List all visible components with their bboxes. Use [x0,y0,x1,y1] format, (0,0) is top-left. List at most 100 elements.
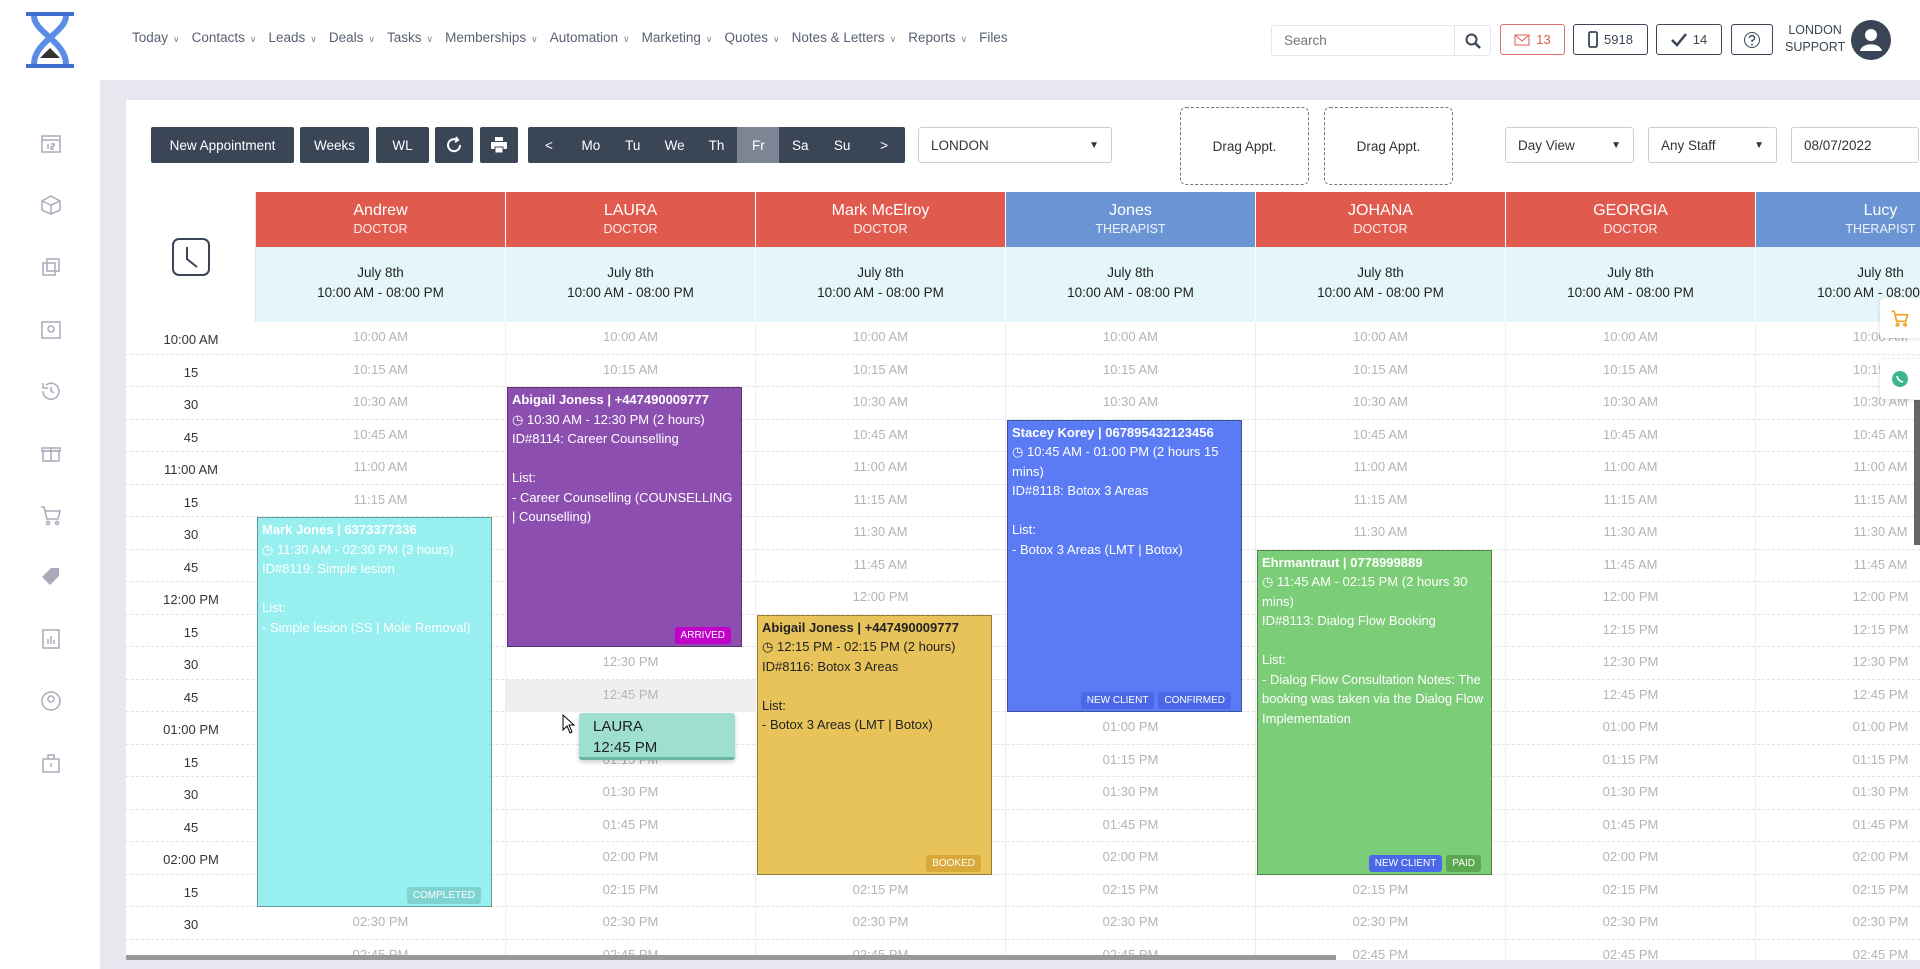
time-slot[interactable] [1256,582,1506,615]
time-slot[interactable]: 10:00 AM [1006,322,1256,355]
appointment-card[interactable]: Mark Jones | 6373377336 ◷ 11:30 AM - 02:3… [257,517,492,907]
time-slot[interactable]: 10:30 AM [256,387,506,420]
vertical-scrollbar[interactable] [1914,400,1920,545]
user-name[interactable]: LONDON SUPPORT [1785,22,1845,56]
view-select[interactable]: Day View ▼ [1505,127,1634,163]
time-slot[interactable]: 10:30 AM [1256,387,1506,420]
time-slot[interactable]: 10:15 AM [506,354,756,387]
staff-header[interactable]: LAURA DOCTOR [506,192,756,247]
time-slot[interactable]: 02:00 PM [1006,842,1256,875]
time-slot[interactable] [506,517,756,550]
time-slot[interactable]: 10:45 AM [756,419,1006,452]
time-slot[interactable]: 02:45 PM [1256,939,1506,960]
time-slot[interactable]: 12:00 PM [1506,582,1756,615]
prev-day-button[interactable]: < [545,137,553,153]
calendar-icon[interactable] [38,130,64,156]
time-slot[interactable] [506,484,756,517]
staff-header[interactable]: GEORGIA DOCTOR [1506,192,1756,247]
time-slot[interactable]: 10:45 AM [1506,419,1756,452]
time-slot[interactable]: 11:15 AM [1756,485,1920,518]
time-slot[interactable]: 02:45 PM [1756,940,1920,961]
time-slot[interactable]: 11:45 AM [1506,549,1756,582]
time-slot[interactable]: 02:30 PM [256,907,506,940]
time-slot[interactable]: 12:00 PM [756,582,1006,615]
time-slot[interactable]: 10:00 AM [506,322,756,355]
time-slot[interactable]: 02:15 PM [1006,874,1256,907]
time-slot[interactable] [1256,809,1506,842]
nav-item-deals[interactable]: Deals ∨ [329,30,375,45]
lock-briefcase-icon[interactable] [38,750,64,776]
time-slot[interactable] [256,582,506,615]
nav-item-tasks[interactable]: Tasks ∨ [387,30,433,45]
time-slot[interactable]: 12:15 PM [1756,615,1920,648]
tags-icon[interactable] [38,564,64,590]
time-slot[interactable]: 01:00 PM [1006,712,1256,745]
time-slot[interactable]: 02:30 PM [506,907,756,940]
time-slot[interactable]: 02:00 PM [1506,842,1756,875]
time-slot[interactable] [506,614,756,647]
staff-header[interactable]: Mark McElroy DOCTOR [756,192,1006,247]
time-slot[interactable] [1006,452,1256,485]
time-slot[interactable]: 10:30 AM [756,387,1006,420]
time-slot[interactable] [506,419,756,452]
time-slot[interactable]: 11:00 AM [1756,452,1920,485]
time-slot[interactable] [1006,517,1256,550]
time-slot[interactable]: 10:15 AM [1006,354,1256,387]
time-slot[interactable]: 11:15 AM [1506,484,1756,517]
time-slot[interactable] [256,679,506,712]
time-slot[interactable] [756,842,1006,875]
time-slot[interactable] [256,874,506,907]
search-box[interactable] [1271,25,1491,56]
time-slot[interactable] [756,777,1006,810]
time-slot[interactable]: 11:00 AM [1506,452,1756,485]
drag-appointment-slot-2[interactable]: Drag Appt. [1324,107,1453,185]
time-slot[interactable] [506,387,756,420]
search-button[interactable] [1454,26,1490,55]
time-slot[interactable] [256,777,506,810]
time-slot[interactable]: 10:45 AM [1256,419,1506,452]
time-slot[interactable]: 02:30 PM [756,907,1006,940]
time-slot[interactable] [1006,419,1256,452]
time-slot[interactable]: 12:45 PM [1506,679,1756,712]
staff-header[interactable]: Lucy THERAPIST [1756,192,1920,247]
time-slot[interactable] [256,647,506,680]
time-slot[interactable]: 01:45 PM [1756,810,1920,843]
nav-item-memberships[interactable]: Memberships ∨ [445,30,538,45]
wl-button[interactable]: WL [376,127,429,163]
time-slot[interactable] [1006,549,1256,582]
cart-float-button[interactable] [1880,298,1920,338]
time-slot[interactable] [1006,614,1256,647]
time-slot[interactable] [756,744,1006,777]
time-slot[interactable]: 01:00 PM [1756,712,1920,745]
nav-item-automation[interactable]: Automation ∨ [550,30,630,45]
time-slot[interactable] [256,614,506,647]
next-day-button[interactable]: > [880,137,889,153]
time-slot[interactable]: 10:30 AM [1506,387,1756,420]
time-slot[interactable] [256,744,506,777]
day-button-we[interactable]: We [664,137,685,153]
date-input[interactable]: 08/07/2022 [1791,127,1919,163]
time-slot[interactable]: 11:30 AM [1256,517,1506,550]
search-input[interactable] [1272,26,1454,55]
time-slot[interactable] [256,842,506,875]
day-button-th[interactable]: Th [708,137,725,153]
appointment-card[interactable]: Abigail Joness | +447490009777 ◷ 12:15 PM… [757,614,992,875]
print-button[interactable] [480,127,518,163]
nav-item-notes-letters[interactable]: Notes & Letters ∨ [792,30,897,45]
time-slot[interactable]: 02:15 PM [1506,874,1756,907]
time-slot[interactable]: 12:45 PM [1756,680,1920,713]
time-slot[interactable]: 12:00 PM [1756,582,1920,615]
tasks-button[interactable]: 14 [1656,24,1722,55]
report-chart-icon[interactable] [38,626,64,652]
day-button-tu[interactable]: Tu [625,137,641,153]
time-slot[interactable]: 02:30 PM [1756,907,1920,940]
weeks-button[interactable]: Weeks [300,127,369,163]
history-icon[interactable] [38,378,64,404]
time-slot[interactable]: 02:00 PM [1756,842,1920,875]
time-slot[interactable]: 02:30 PM [1006,907,1256,940]
time-slot[interactable] [1006,484,1256,517]
mail-button[interactable]: 13 [1500,24,1565,55]
nav-item-leads[interactable]: Leads ∨ [269,30,317,45]
time-slot[interactable]: 11:15 AM [1256,484,1506,517]
nav-item-quotes[interactable]: Quotes ∨ [725,30,780,45]
